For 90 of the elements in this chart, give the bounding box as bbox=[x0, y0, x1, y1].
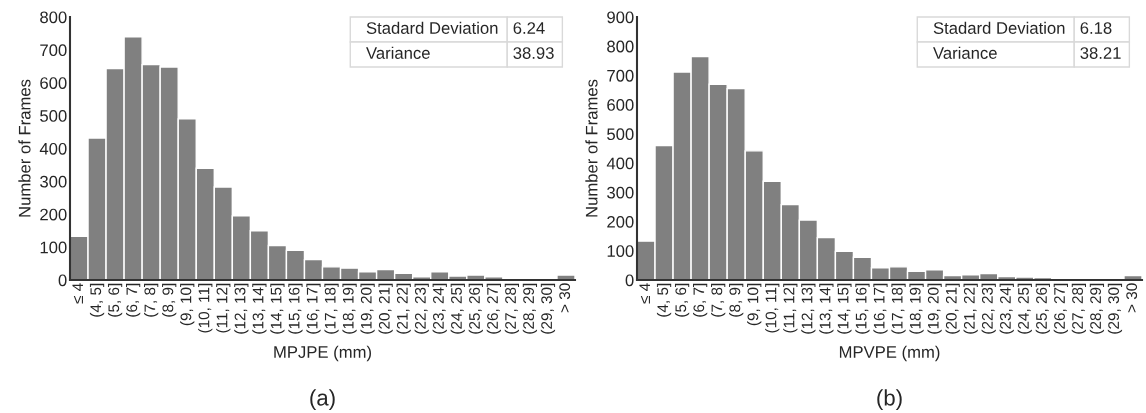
y-tick-label: 200 bbox=[40, 208, 67, 221]
x-tick-label: (17, 18] bbox=[891, 283, 906, 334]
annotation: 38.93 bbox=[513, 47, 554, 59]
y-axis-title: Number of Frames bbox=[585, 79, 598, 217]
x-tick-label: (7, 8] bbox=[144, 283, 159, 317]
x-tick-label: (5, 6] bbox=[107, 283, 123, 317]
y-tick-label: 0 bbox=[625, 274, 634, 287]
y-tick-label: 700 bbox=[607, 69, 634, 82]
x-tick-label: (14, 15] bbox=[270, 283, 285, 334]
y-tick-label: 400 bbox=[606, 157, 634, 170]
x-tick-label: (29, 30] bbox=[1107, 283, 1123, 334]
y-tick-label: 200 bbox=[607, 215, 634, 228]
x-tick-label: (14, 15] bbox=[837, 283, 852, 334]
x-tick-label: ≤ 4 bbox=[639, 283, 650, 304]
x-tick-label: (22, 23] bbox=[981, 283, 996, 334]
x-tick-label: (5, 6] bbox=[674, 283, 690, 317]
x-tick-label: (23, 24] bbox=[432, 283, 447, 334]
y-tick-label: 800 bbox=[40, 11, 67, 24]
x-tick-label: (9, 10] bbox=[180, 283, 195, 326]
x-tick-label: ≤ 4 bbox=[72, 283, 83, 304]
x-tick-label: (9, 10] bbox=[747, 283, 762, 326]
y-tick-label: 100 bbox=[607, 245, 634, 257]
x-tick-label: (18, 19] bbox=[342, 283, 357, 334]
text: (b) bbox=[877, 389, 902, 411]
annotation: 38.21 bbox=[1080, 47, 1121, 59]
x-tick-label: (24, 25] bbox=[450, 283, 465, 334]
x-tick-label: (25, 26] bbox=[468, 283, 483, 334]
x-tick-label: (20, 21] bbox=[378, 283, 393, 334]
x-tick-label: (11, 12] bbox=[216, 283, 231, 333]
y-tick-label: 700 bbox=[40, 44, 67, 57]
x-tick-label: (7, 8] bbox=[711, 283, 726, 317]
x-tick-label: (27, 28] bbox=[1071, 283, 1086, 334]
annotation: Variance bbox=[366, 46, 430, 59]
x-tick-label: (4, 5] bbox=[656, 283, 672, 317]
bar bbox=[556, 274, 575, 280]
y-tick-label: 900 bbox=[607, 11, 634, 24]
x-tick-label: > 30 bbox=[1126, 283, 1138, 313]
y-tick-label: 500 bbox=[607, 128, 634, 141]
x-tick-label: (10, 11] bbox=[198, 283, 213, 333]
x-tick-label: (13, 14] bbox=[252, 283, 267, 334]
x-tick-label: (24, 25] bbox=[1017, 283, 1032, 334]
x-tick-label: (6, 7] bbox=[693, 283, 708, 317]
y-tick-label: 600 bbox=[40, 77, 67, 89]
annotation: Stadard Deviation bbox=[933, 21, 1065, 34]
x-tick-label: (19, 20] bbox=[360, 283, 375, 334]
x-tick-label: (4, 5] bbox=[89, 283, 105, 317]
x-tick-label: (10, 11] bbox=[765, 283, 780, 333]
x-tick-label: (28, 29] bbox=[522, 283, 538, 334]
x-tick-label: (18, 19] bbox=[909, 283, 924, 334]
x-axis-title: MPVPE (mm) bbox=[839, 345, 940, 362]
x-tick-label: (28, 29] bbox=[1089, 283, 1105, 334]
annotation: Stadard Deviation bbox=[366, 21, 498, 34]
x-tick-label: (16, 17] bbox=[873, 283, 888, 334]
x-tick-label: (6, 7] bbox=[126, 283, 141, 317]
x-tick-label: (16, 17] bbox=[306, 283, 321, 334]
x-tick-label: (11, 12] bbox=[783, 283, 798, 333]
annotation: Variance bbox=[933, 46, 997, 59]
annotation: 6.24 bbox=[513, 22, 545, 34]
x-tick-label: (26, 27] bbox=[1053, 283, 1068, 334]
x-tick-label: (22, 23] bbox=[414, 283, 429, 334]
x-tick-label: (8, 9] bbox=[729, 283, 744, 317]
y-tick-label: 500 bbox=[40, 110, 67, 122]
x-tick-label: (26, 27] bbox=[486, 283, 501, 334]
x-tick-label: (25, 26] bbox=[1035, 283, 1050, 334]
x-tick-label: (19, 20] bbox=[927, 283, 942, 334]
x-tick-label: > 30 bbox=[559, 283, 571, 313]
x-tick-label: (29, 30] bbox=[540, 283, 556, 334]
x-tick-label: (12, 13] bbox=[801, 283, 816, 334]
y-tick-label: 0 bbox=[58, 274, 67, 287]
y-tick-label: 300 bbox=[40, 175, 67, 188]
x-tick-label: (21, 22] bbox=[963, 283, 978, 334]
x-axis-title: MPJPE (mm) bbox=[274, 345, 371, 362]
x-tick-label: (20, 21] bbox=[945, 283, 960, 334]
text: (a) bbox=[310, 389, 335, 411]
y-tick-label: 300 bbox=[607, 186, 634, 199]
annotation: 6.18 bbox=[1080, 22, 1112, 34]
y-tick-label: 100 bbox=[40, 241, 67, 254]
x-tick-label: (12, 13] bbox=[234, 283, 249, 334]
y-axis-title: Number of Frames bbox=[18, 79, 31, 217]
x-tick-label: (23, 24] bbox=[999, 283, 1014, 334]
x-tick-label: (27, 28] bbox=[504, 283, 519, 334]
x-tick-label: (21, 22] bbox=[396, 283, 411, 334]
y-tick-label: 800 bbox=[607, 40, 634, 53]
y-tick-label: 400 bbox=[39, 142, 67, 155]
x-tick-label: (13, 14] bbox=[819, 283, 834, 334]
x-tick-label: (8, 9] bbox=[162, 283, 177, 317]
y-tick-label: 600 bbox=[607, 99, 634, 111]
x-tick-label: (15, 16] bbox=[855, 283, 870, 334]
x-tick-label: (17, 18] bbox=[324, 283, 339, 334]
x-tick-label: (15, 16] bbox=[288, 283, 303, 334]
